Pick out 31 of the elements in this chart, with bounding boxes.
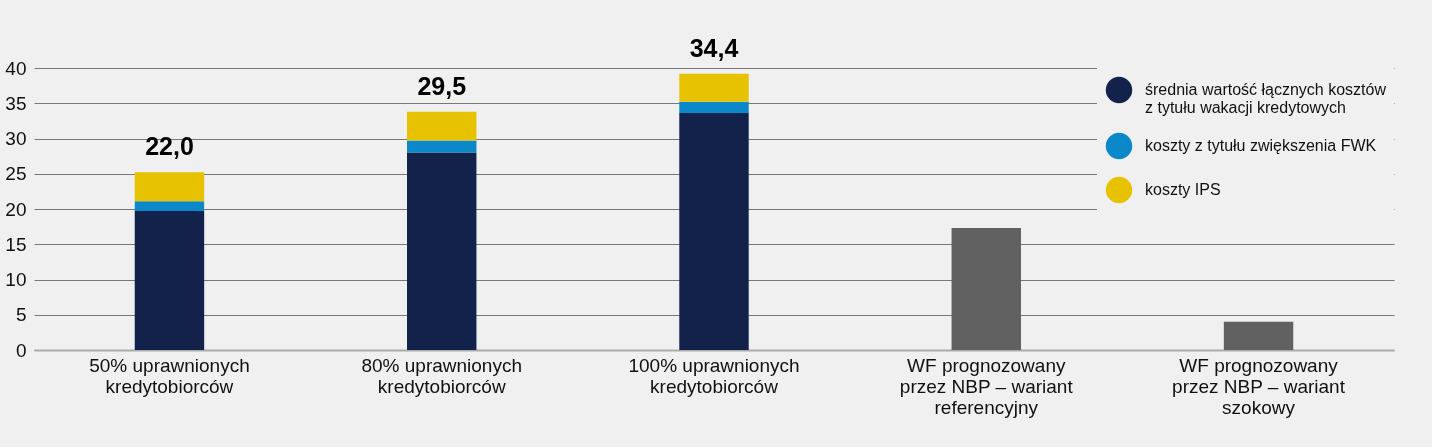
bar	[679, 73, 749, 102]
bar	[407, 140, 477, 153]
bar	[407, 111, 477, 141]
x-tick-label: WF prognozowany przez NBP – wariant szokowy	[1172, 354, 1346, 418]
annotation: 34,4	[689, 33, 739, 62]
x-tick-label: 50% uprawnionych kredytobiorców	[89, 354, 250, 397]
bar	[407, 152, 477, 350]
x-tick-label: WF prognozowany przez NBP – wariant referencyjny	[899, 354, 1074, 418]
bar	[951, 228, 1021, 350]
y-tick-label: 20	[5, 198, 27, 220]
legend-label: średnia wartość łącznych kosztów z tytułu wakacji kredytowych	[1145, 81, 1387, 116]
y-tick-label: 0	[15, 339, 27, 361]
y-tick-label: 40	[5, 57, 27, 79]
x-tick-label: 100% uprawnionych kredytobiorców	[628, 354, 800, 397]
bar	[1223, 321, 1294, 350]
bar	[134, 211, 205, 350]
annotation: 22,0	[145, 132, 194, 161]
annotation: 29,5	[417, 71, 467, 100]
bar	[134, 172, 205, 202]
y-tick-label: 30	[5, 128, 27, 149]
y-tick-label: 5	[15, 304, 27, 326]
y-tick-label: 25	[5, 163, 27, 185]
legend-label: koszty z tytułu zwiększenia FWK	[1145, 137, 1377, 154]
x-tick-label: 80% uprawnionych kredytobiorców	[361, 354, 522, 397]
y-tick-label: 15	[5, 233, 27, 255]
y-tick-label: 10	[5, 269, 27, 290]
bar	[679, 101, 749, 114]
bar	[679, 113, 749, 350]
y-tick-label: 35	[5, 92, 27, 114]
legend-label: koszty IPS	[1145, 181, 1221, 198]
bar	[134, 201, 205, 212]
